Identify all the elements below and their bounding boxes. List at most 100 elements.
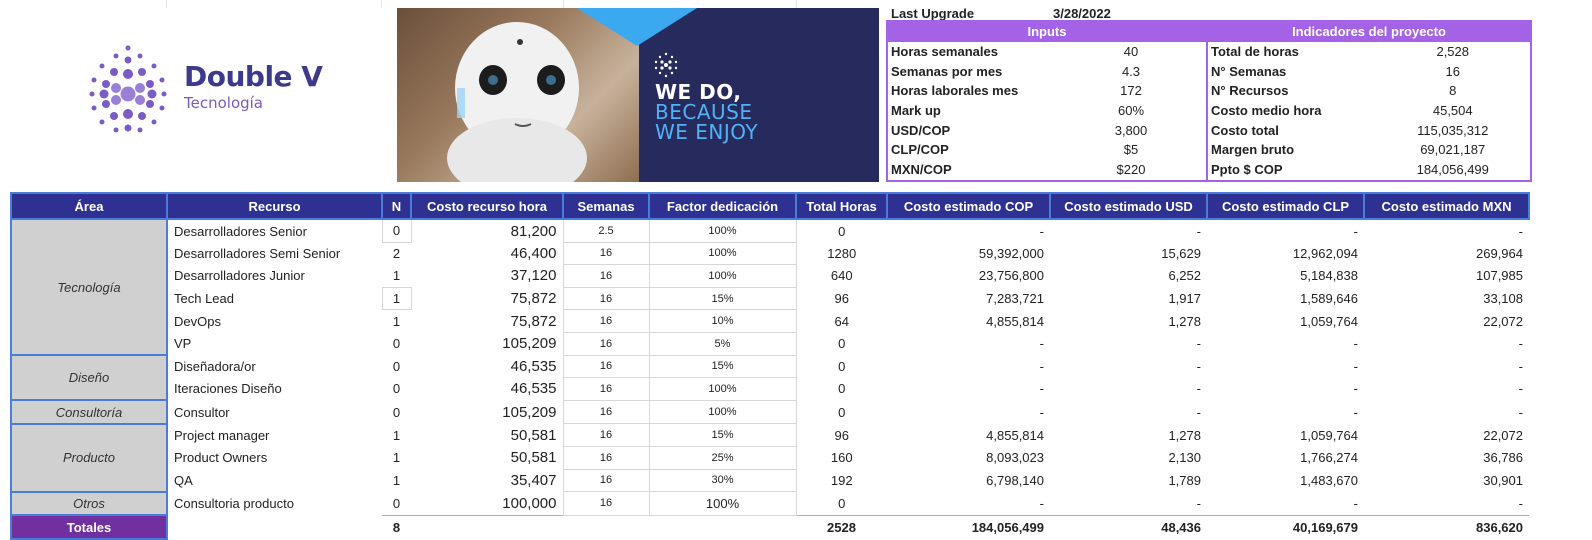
cost-cop[interactable]: 4,855,814: [986, 313, 1044, 329]
cost-cop[interactable]: 7,283,721: [986, 291, 1044, 307]
dedication-factor[interactable]: 100%: [648, 264, 797, 288]
total-hours[interactable]: 1280: [827, 245, 857, 261]
weeks[interactable]: 16: [562, 377, 650, 401]
total-hours[interactable]: 640: [830, 268, 853, 284]
dedication-factor[interactable]: 100%: [648, 399, 797, 425]
hourly-cost[interactable]: 46,535: [510, 357, 557, 375]
resource-name[interactable]: VP: [174, 336, 192, 352]
column-header[interactable]: Semanas: [562, 192, 650, 220]
totals-cop[interactable]: 184,056,499: [887, 514, 1050, 539]
hourly-cost[interactable]: 81,200: [510, 222, 557, 240]
total-hours[interactable]: 0: [838, 336, 846, 352]
column-header[interactable]: Recurso: [166, 192, 383, 220]
total-hours[interactable]: 0: [838, 495, 846, 511]
weeks[interactable]: 16: [562, 286, 650, 311]
input-value[interactable]: $220: [1116, 162, 1146, 178]
hourly-cost[interactable]: 35,407: [510, 471, 557, 489]
hourly-cost[interactable]: 105,209: [502, 335, 557, 353]
cost-clp[interactable]: 5,184,838: [1300, 268, 1358, 284]
total-hours[interactable]: 0: [838, 223, 846, 239]
hourly-cost[interactable]: 37,120: [510, 267, 557, 285]
cost-clp[interactable]: 1,059,764: [1300, 313, 1358, 329]
indicator-value[interactable]: 8: [1449, 83, 1457, 99]
cost-mxn[interactable]: 36,786: [1483, 450, 1523, 466]
resource-count[interactable]: 0: [381, 218, 412, 243]
hourly-cost[interactable]: 50,581: [510, 426, 557, 444]
weeks[interactable]: 2.5: [562, 218, 650, 243]
cost-clp[interactable]: 1,059,764: [1300, 427, 1358, 443]
resource-name[interactable]: QA: [174, 472, 193, 488]
hourly-cost[interactable]: 75,872: [510, 290, 557, 308]
cost-cop[interactable]: 8,093,023: [986, 450, 1044, 466]
cost-clp[interactable]: 1,766,274: [1300, 450, 1358, 466]
last-upgrade-value[interactable]: 3/28/2022: [1053, 6, 1111, 21]
hourly-cost[interactable]: 105,209: [502, 403, 557, 421]
column-header[interactable]: Factor dedicación: [648, 192, 797, 220]
cost-usd[interactable]: 1,789: [1168, 472, 1201, 488]
resource-name[interactable]: Tech Lead: [174, 291, 234, 307]
cost-clp[interactable]: 12,962,094: [1292, 245, 1358, 261]
cost-clp[interactable]: -: [1353, 495, 1358, 511]
weeks[interactable]: 16: [562, 241, 650, 266]
weeks[interactable]: 16: [562, 445, 650, 470]
dedication-factor[interactable]: 15%: [648, 286, 797, 311]
total-hours[interactable]: 64: [834, 313, 849, 329]
cost-cop[interactable]: -: [1039, 223, 1044, 239]
cost-mxn[interactable]: -: [1518, 404, 1523, 420]
resource-count[interactable]: 1: [392, 268, 401, 284]
resource-name[interactable]: Desarrolladores Semi Senior: [174, 245, 341, 261]
resource-count[interactable]: 0: [392, 495, 401, 511]
weeks[interactable]: 16: [562, 354, 650, 379]
resource-name[interactable]: Consultoria producto: [174, 495, 294, 511]
resource-name[interactable]: Desarrolladores Junior: [174, 268, 305, 284]
cost-clp[interactable]: 1,483,670: [1300, 472, 1358, 488]
cost-usd[interactable]: 2,130: [1168, 450, 1201, 466]
cost-cop[interactable]: -: [1039, 336, 1044, 352]
column-header[interactable]: N: [381, 192, 412, 220]
cost-cop[interactable]: 23,756,800: [978, 268, 1044, 284]
cost-mxn[interactable]: -: [1518, 336, 1523, 352]
cost-usd[interactable]: 1,278: [1168, 427, 1201, 443]
hourly-cost[interactable]: 46,400: [510, 244, 557, 262]
input-value[interactable]: $5: [1123, 142, 1139, 158]
resource-count[interactable]: 2: [392, 246, 401, 262]
weeks[interactable]: 16: [562, 468, 650, 493]
hourly-cost[interactable]: 46,535: [510, 380, 557, 398]
weeks[interactable]: 16: [562, 491, 650, 516]
resource-count[interactable]: 1: [392, 472, 401, 488]
totals-clp[interactable]: 40,169,679: [1207, 514, 1364, 539]
cost-usd[interactable]: 6,252: [1168, 268, 1201, 284]
resource-count[interactable]: 1: [392, 450, 401, 466]
input-value[interactable]: 60%: [1117, 103, 1145, 119]
total-hours[interactable]: 192: [830, 472, 853, 488]
weeks[interactable]: 16: [562, 399, 650, 425]
totals-hours[interactable]: 2528: [796, 514, 887, 539]
cost-clp[interactable]: -: [1353, 381, 1358, 397]
hourly-cost[interactable]: 50,581: [510, 449, 557, 467]
totals-count[interactable]: 8: [382, 514, 411, 539]
indicator-value[interactable]: 184,056,499: [1416, 162, 1489, 178]
dedication-factor[interactable]: 10%: [648, 309, 797, 333]
dedication-factor[interactable]: 15%: [648, 354, 797, 379]
indicator-value[interactable]: 115,035,312: [1417, 122, 1489, 138]
resource-count[interactable]: 1: [392, 313, 401, 329]
weeks[interactable]: 16: [562, 331, 650, 356]
total-hours[interactable]: 96: [834, 427, 849, 443]
cost-mxn[interactable]: 22,072: [1483, 313, 1523, 329]
dedication-factor[interactable]: 100%: [648, 491, 797, 516]
cost-mxn[interactable]: 269,964: [1476, 245, 1523, 261]
indicator-value[interactable]: 16: [1445, 63, 1460, 79]
input-value[interactable]: 4.3: [1121, 63, 1141, 79]
indicator-value[interactable]: 69,021,187: [1420, 142, 1486, 158]
cost-usd[interactable]: -: [1196, 358, 1201, 374]
cost-cop[interactable]: 4,855,814: [986, 427, 1044, 443]
cost-clp[interactable]: -: [1353, 336, 1358, 352]
dedication-factor[interactable]: 100%: [648, 218, 797, 243]
hourly-cost[interactable]: 75,872: [510, 312, 557, 330]
cost-cop[interactable]: 59,392,000: [978, 245, 1044, 261]
indicator-value[interactable]: 45,504: [1432, 103, 1473, 119]
resource-count[interactable]: 0: [392, 336, 401, 352]
column-header[interactable]: Total Horas: [795, 192, 888, 220]
resource-name[interactable]: Product Owners: [174, 450, 268, 466]
cost-mxn[interactable]: -: [1518, 495, 1523, 511]
